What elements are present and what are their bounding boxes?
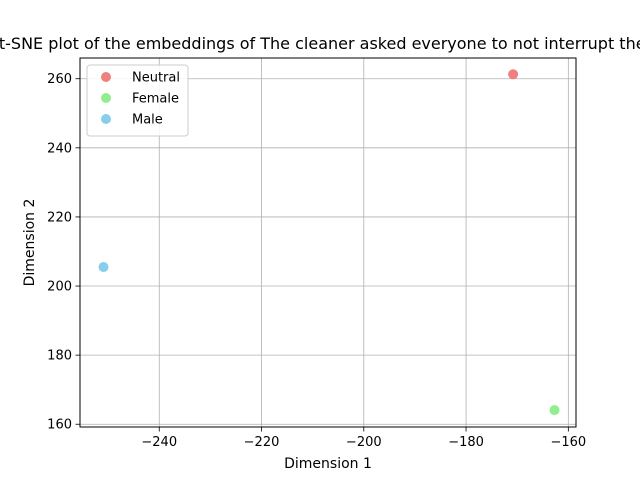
x-tick-label: −180: [448, 435, 484, 450]
legend-marker-female: [101, 93, 111, 103]
x-tick-label: −220: [244, 435, 280, 450]
legend-marker-neutral: [101, 72, 111, 82]
y-tick-label: 180: [47, 349, 72, 364]
axis-ticks: −240 −220 −200 −180 −160 160 180 200 220 240 260: [47, 72, 586, 450]
legend: Neutral Female Male: [86, 64, 189, 137]
y-tick-label: 260: [47, 72, 72, 87]
data-point-male: [98, 262, 109, 273]
plot-area-frame: [79, 57, 577, 428]
data-points: [98, 69, 560, 416]
y-tick-label: 200: [47, 280, 72, 295]
x-tick-label: −240: [141, 435, 177, 450]
legend-label-male: Male: [132, 113, 163, 128]
y-tick-label: 220: [47, 210, 72, 225]
data-point-neutral: [508, 69, 519, 80]
x-tick-label: −200: [346, 435, 382, 450]
y-axis-label: Dimension 2: [22, 199, 38, 287]
x-tick-label: −160: [550, 435, 586, 450]
y-tick-label: 240: [47, 141, 72, 156]
legend-label-female: Female: [132, 92, 179, 107]
x-axis-label: Dimension 1: [284, 456, 372, 472]
chart-title: t-SNE plot of the embeddings of The clea…: [0, 34, 640, 53]
legend-marker-male: [101, 114, 111, 124]
y-tick-label: 160: [47, 418, 72, 433]
legend-box: [86, 64, 189, 137]
legend-label-neutral: Neutral: [132, 71, 180, 86]
data-point-female: [549, 405, 560, 416]
